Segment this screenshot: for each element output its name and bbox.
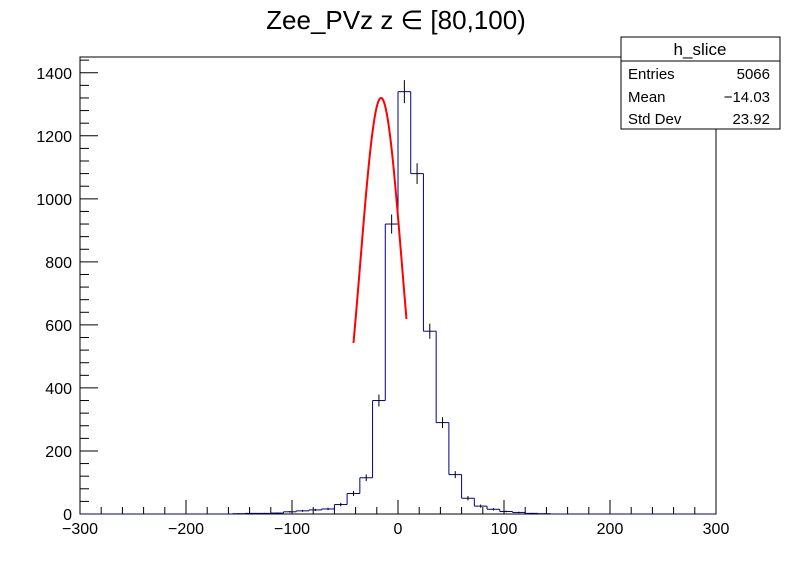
x-tick-label: −200 [168,521,204,538]
stats-mean-value: −14.03 [724,89,770,106]
y-tick-label: 200 [45,444,72,461]
stats-mean-label: Mean [628,89,666,106]
stats-box-title: h_slice [674,40,727,59]
y-tick-label: 400 [45,381,72,398]
gaussian-fit [352,96,408,344]
y-tick-label: 600 [45,318,72,335]
y-tick-label: 800 [45,255,72,272]
x-tick-label: 0 [394,521,403,538]
y-tick-label: 1200 [36,129,72,146]
histogram-bars [80,80,716,515]
stats-entries-label: Entries [628,66,675,83]
stats-entries-value: 5066 [737,66,770,83]
x-axis: −300 −200 −100 0 100 200 300 [62,500,729,538]
x-tick-label: −100 [274,521,310,538]
stats-stddev-value: 23.92 [732,111,770,128]
y-tick-label: 1000 [36,192,72,209]
stats-stddev-label: Std Dev [628,111,682,128]
x-tick-label: 300 [703,521,730,538]
fit-curve [352,96,408,344]
x-tick-label: −300 [62,521,98,538]
y-axis: 0 200 400 600 800 1000 1200 1400 [36,59,98,524]
x-tick-label: 100 [491,521,518,538]
chart-title: Zee_PVz z ∈ [80,100) [266,5,526,35]
y-tick-label: 1400 [36,66,72,83]
stats-box: h_slice Entries 5066 Mean −14.03 Std Dev… [620,36,781,130]
x-tick-label: 200 [597,521,624,538]
y-tick-label: 0 [63,507,72,524]
stats-box-frame [620,36,781,130]
